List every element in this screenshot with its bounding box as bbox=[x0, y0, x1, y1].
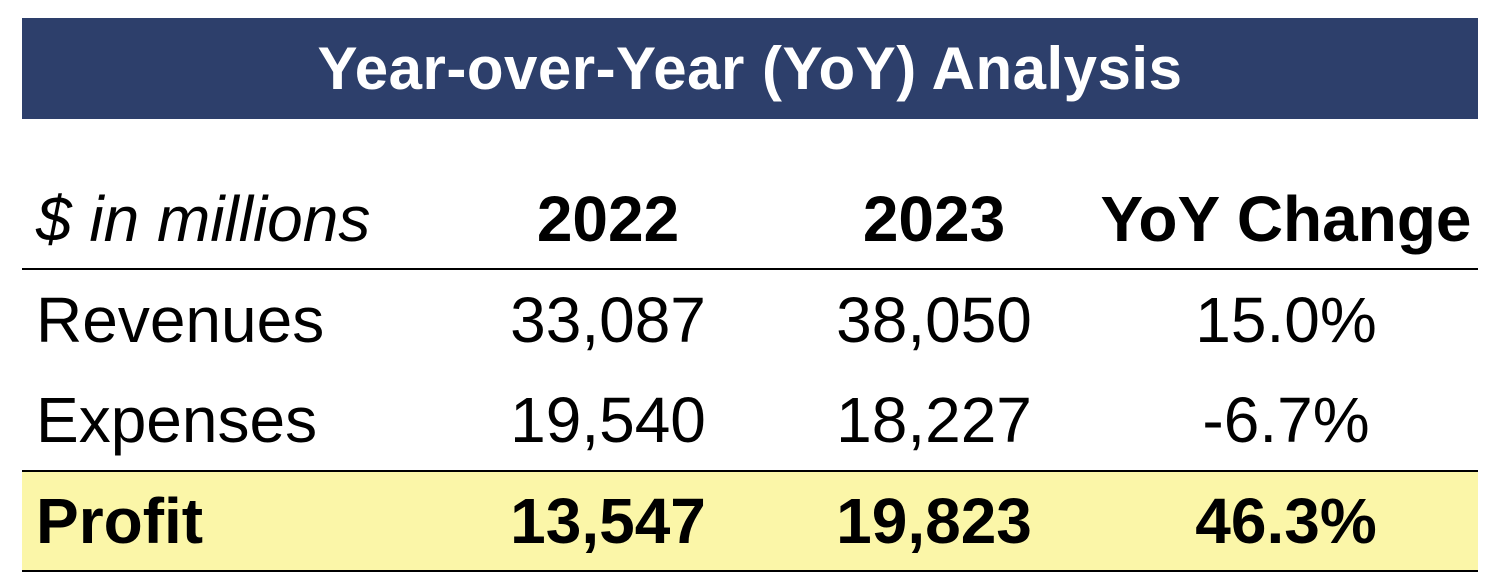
expenses-2023-value: 18,227 bbox=[836, 384, 1032, 456]
column-header-2022: 2022 bbox=[536, 183, 680, 255]
column-header-units: $ in millions bbox=[36, 183, 371, 255]
table-row-profit: Profit 13,547 19,823 46.3% bbox=[22, 470, 1478, 572]
revenues-2023-value: 38,050 bbox=[836, 284, 1032, 356]
table-row-revenues: Revenues 33,087 38,050 15.0% bbox=[22, 270, 1478, 370]
column-header-2023: 2023 bbox=[862, 183, 1006, 255]
column-header-yoy-change: YoY Change bbox=[1100, 183, 1472, 255]
profit-2023-value: 19,823 bbox=[836, 485, 1032, 557]
profit-yoy-value: 46.3% bbox=[1195, 485, 1377, 557]
table-title: Year-over-Year (YoY) Analysis bbox=[317, 35, 1183, 102]
title-banner: Year-over-Year (YoY) Analysis bbox=[22, 18, 1478, 119]
expenses-2022-value: 19,540 bbox=[510, 384, 706, 456]
yoy-table: $ in millions 2022 2023 YoY Change Reven… bbox=[22, 170, 1478, 572]
profit-2022-value: 13,547 bbox=[510, 485, 706, 557]
row-label-profit: Profit bbox=[36, 485, 204, 557]
table-row-expenses: Expenses 19,540 18,227 -6.7% bbox=[22, 370, 1478, 470]
revenues-2022-value: 33,087 bbox=[510, 284, 706, 356]
revenues-yoy-value: 15.0% bbox=[1195, 284, 1377, 356]
row-label-revenues: Revenues bbox=[36, 284, 325, 356]
row-label-expenses: Expenses bbox=[36, 384, 318, 456]
expenses-yoy-value: -6.7% bbox=[1202, 384, 1370, 456]
table-header-row: $ in millions 2022 2023 YoY Change bbox=[22, 170, 1478, 270]
